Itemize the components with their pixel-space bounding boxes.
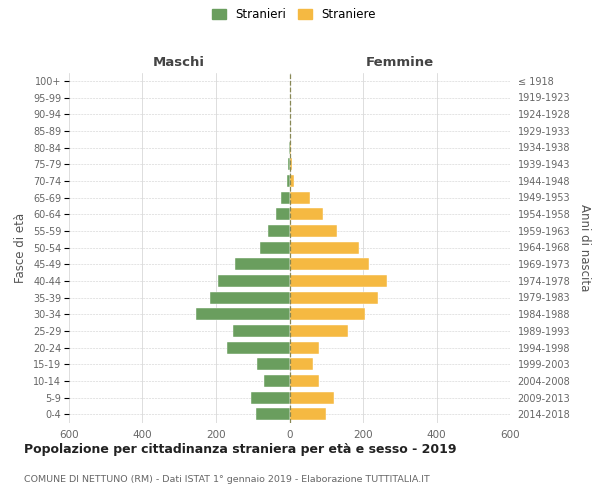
Bar bbox=[276, 208, 290, 220]
Bar bbox=[211, 292, 290, 304]
Bar bbox=[290, 175, 294, 187]
Text: COMUNE DI NETTUNO (RM) - Dati ISTAT 1° gennaio 2019 - Elaborazione TUTTITALIA.IT: COMUNE DI NETTUNO (RM) - Dati ISTAT 1° g… bbox=[24, 476, 430, 484]
Bar bbox=[290, 408, 326, 420]
Bar bbox=[290, 292, 378, 304]
Bar bbox=[290, 192, 310, 203]
Bar bbox=[289, 142, 290, 154]
Bar bbox=[290, 325, 348, 337]
Bar bbox=[290, 375, 319, 387]
Bar bbox=[290, 358, 313, 370]
Bar bbox=[260, 242, 290, 254]
Bar bbox=[268, 225, 290, 237]
Bar bbox=[281, 192, 290, 203]
Bar bbox=[290, 258, 368, 270]
Bar bbox=[290, 242, 359, 254]
Bar bbox=[290, 392, 334, 404]
Text: Popolazione per cittadinanza straniera per età e sesso - 2019: Popolazione per cittadinanza straniera p… bbox=[24, 442, 457, 456]
Y-axis label: Anni di nascita: Anni di nascita bbox=[578, 204, 591, 291]
Bar bbox=[287, 158, 290, 170]
Bar bbox=[290, 308, 365, 320]
Bar bbox=[290, 208, 323, 220]
Bar bbox=[290, 158, 292, 170]
Bar bbox=[256, 408, 290, 420]
Text: Femmine: Femmine bbox=[365, 56, 434, 69]
Bar bbox=[227, 342, 290, 353]
Legend: Stranieri, Straniere: Stranieri, Straniere bbox=[209, 6, 379, 24]
Bar bbox=[233, 325, 290, 337]
Text: Maschi: Maschi bbox=[153, 56, 205, 69]
Bar bbox=[290, 225, 337, 237]
Bar bbox=[218, 275, 290, 287]
Bar bbox=[251, 392, 290, 404]
Bar bbox=[235, 258, 290, 270]
Bar bbox=[257, 358, 290, 370]
Bar bbox=[290, 342, 319, 353]
Bar bbox=[196, 308, 290, 320]
Bar bbox=[290, 275, 387, 287]
Bar bbox=[287, 175, 290, 187]
Bar bbox=[264, 375, 290, 387]
Y-axis label: Fasce di età: Fasce di età bbox=[14, 212, 28, 282]
